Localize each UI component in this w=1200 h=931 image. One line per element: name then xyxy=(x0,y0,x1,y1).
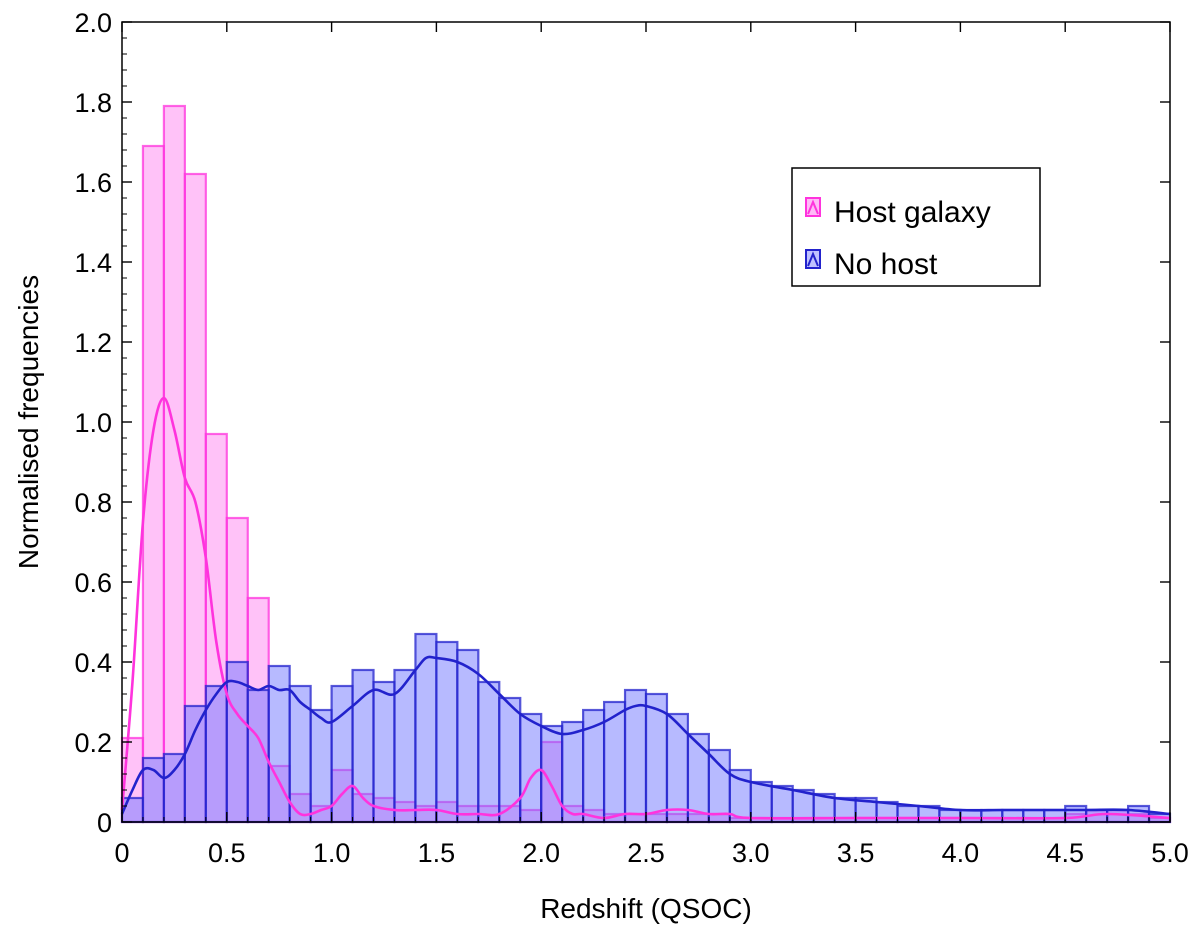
x-tick-label: 1.5 xyxy=(418,838,456,868)
bar-no-host-19 xyxy=(519,712,543,824)
x-tick-label: 3.5 xyxy=(837,838,875,868)
bar-no-host-2 xyxy=(162,752,186,824)
legend-box xyxy=(791,167,1041,287)
legend-line-no-host xyxy=(807,251,819,267)
bar-no-host-14 xyxy=(414,632,438,824)
x-tick-label: 2.5 xyxy=(627,838,665,868)
kde-curve-host-galaxy xyxy=(120,396,1171,820)
y-tick-label: 0.2 xyxy=(74,728,112,758)
bar-no-host-31 xyxy=(770,784,794,824)
bar-no-host-16 xyxy=(456,648,480,824)
bar-no-host-21 xyxy=(561,720,585,824)
y-tick-label: 1.6 xyxy=(74,168,112,198)
x-tick-label: 0 xyxy=(114,838,129,868)
bar-no-host-39 xyxy=(938,808,962,824)
x-tick-label: 2.0 xyxy=(522,838,560,868)
bar-no-host-27 xyxy=(686,732,710,824)
bar-no-host-40 xyxy=(959,808,983,824)
axis-ticks xyxy=(121,21,1171,823)
bar-no-host-0 xyxy=(120,796,145,824)
y-tick-label: 1.0 xyxy=(74,408,112,438)
x-tick-label: 4.5 xyxy=(1046,838,1084,868)
legend-items: Host galaxy No host xyxy=(805,196,991,281)
x-tick-label: 5.0 xyxy=(1151,838,1189,868)
y-tick-label: 1.4 xyxy=(74,248,112,278)
x-tick-label: 3.0 xyxy=(732,838,770,868)
bar-no-host-15 xyxy=(435,640,459,824)
y-tick-label: 2.0 xyxy=(74,8,112,38)
bar-no-host-3 xyxy=(183,704,207,824)
x-tick-label: 4.0 xyxy=(942,838,980,868)
legend: Host galaxy No host xyxy=(791,167,1041,287)
y-tick-label: 1.2 xyxy=(74,328,112,358)
y-tick-label: 0.6 xyxy=(74,568,112,598)
axis-tick-labels: 0 0.5 1.0 1.5 2.0 2.5 3.0 3.5 4.0 4.5 5.0 0 0.2 0.4 0.… xyxy=(74,8,1188,868)
bar-no-host-43 xyxy=(1022,808,1046,824)
y-tick-label: 0.4 xyxy=(74,648,112,678)
x-tick-label: 1.0 xyxy=(313,838,351,868)
legend-label-no-host: No host xyxy=(834,248,938,281)
x-axis-title: Redshift (QSOC) xyxy=(540,893,752,924)
kde-curves-layer xyxy=(120,396,1171,820)
bar-no-host-30 xyxy=(749,780,773,824)
bar-no-host-9 xyxy=(309,708,333,824)
bar-no-host-37 xyxy=(896,804,920,824)
y-tick-label: 0.8 xyxy=(74,488,112,518)
x-tick-label: 0.5 xyxy=(208,838,246,868)
bar-no-host-28 xyxy=(707,748,731,824)
bar-no-host-45 xyxy=(1064,804,1088,824)
bar-no-host-41 xyxy=(980,808,1004,824)
bar-no-host-44 xyxy=(1043,808,1067,824)
legend-label-host-galaxy: Host galaxy xyxy=(834,196,991,229)
y-tick-label: 1.8 xyxy=(74,88,112,118)
bar-no-host-17 xyxy=(477,680,501,824)
y-tick-label: 0 xyxy=(97,808,112,838)
bar-no-host-42 xyxy=(1001,808,1025,824)
legend-line-host-galaxy xyxy=(807,199,819,215)
bar-no-host-18 xyxy=(498,696,522,824)
y-axis-title: Normalised frequencies xyxy=(13,275,44,569)
bar-no-host-12 xyxy=(372,680,396,824)
kde-curve-no-host xyxy=(120,655,1171,816)
bar-no-host-47 xyxy=(1106,808,1130,824)
